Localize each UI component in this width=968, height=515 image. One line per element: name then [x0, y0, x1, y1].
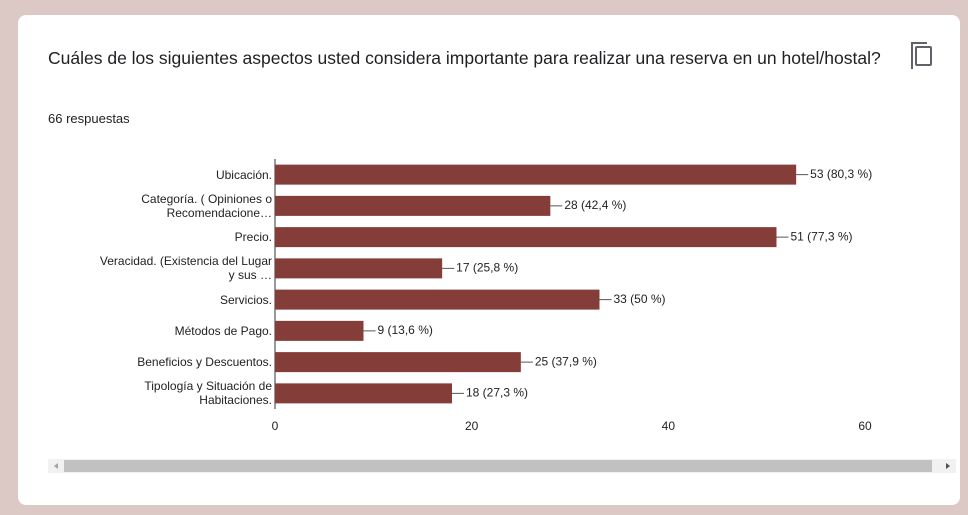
bar [275, 289, 600, 310]
value-label: 25 (37,9 %) [535, 354, 597, 368]
value-label: 51 (77,3 %) [791, 229, 853, 243]
scrollbar[interactable] [48, 459, 956, 473]
category-label: Tipología y Situación de Habitaciones. [144, 379, 272, 408]
bar [275, 164, 797, 185]
value-label: 18 (27,3 %) [466, 386, 528, 400]
x-tick-label: 20 [465, 419, 479, 433]
category-label: Veracidad. (Existencia del Lugar y sus … [99, 254, 272, 283]
x-tick-label: 40 [662, 419, 676, 433]
bar [275, 320, 364, 341]
copy-icon[interactable] [911, 42, 932, 69]
bar [275, 227, 777, 248]
category-label: Precio. [234, 230, 272, 245]
x-tick-label: 60 [858, 419, 872, 433]
category-label: Métodos de Pago. [174, 323, 272, 338]
value-label: 9 (13,6 %) [378, 323, 433, 337]
value-label: 33 (50 %) [614, 292, 666, 306]
value-label: 17 (25,8 %) [456, 261, 518, 275]
chart-title: Cuáles de los siguientes aspectos usted … [48, 48, 881, 68]
bar [275, 383, 452, 404]
card [18, 15, 960, 505]
category-label: Ubicación. [215, 167, 272, 182]
x-tick-label: 0 [272, 419, 279, 433]
category-label: Servicios. [219, 292, 272, 307]
category-label: Categoría. ( Opiniones o Recomendacione… [141, 191, 272, 220]
value-label: 53 (80,3 %) [810, 167, 872, 181]
bar [275, 258, 443, 279]
response-count: 66 respuestas [48, 111, 130, 126]
bar [275, 352, 521, 373]
category-label: Beneficios y Descuentos. [137, 355, 272, 370]
value-label: 28 (42,4 %) [564, 198, 626, 212]
bar [275, 195, 551, 216]
